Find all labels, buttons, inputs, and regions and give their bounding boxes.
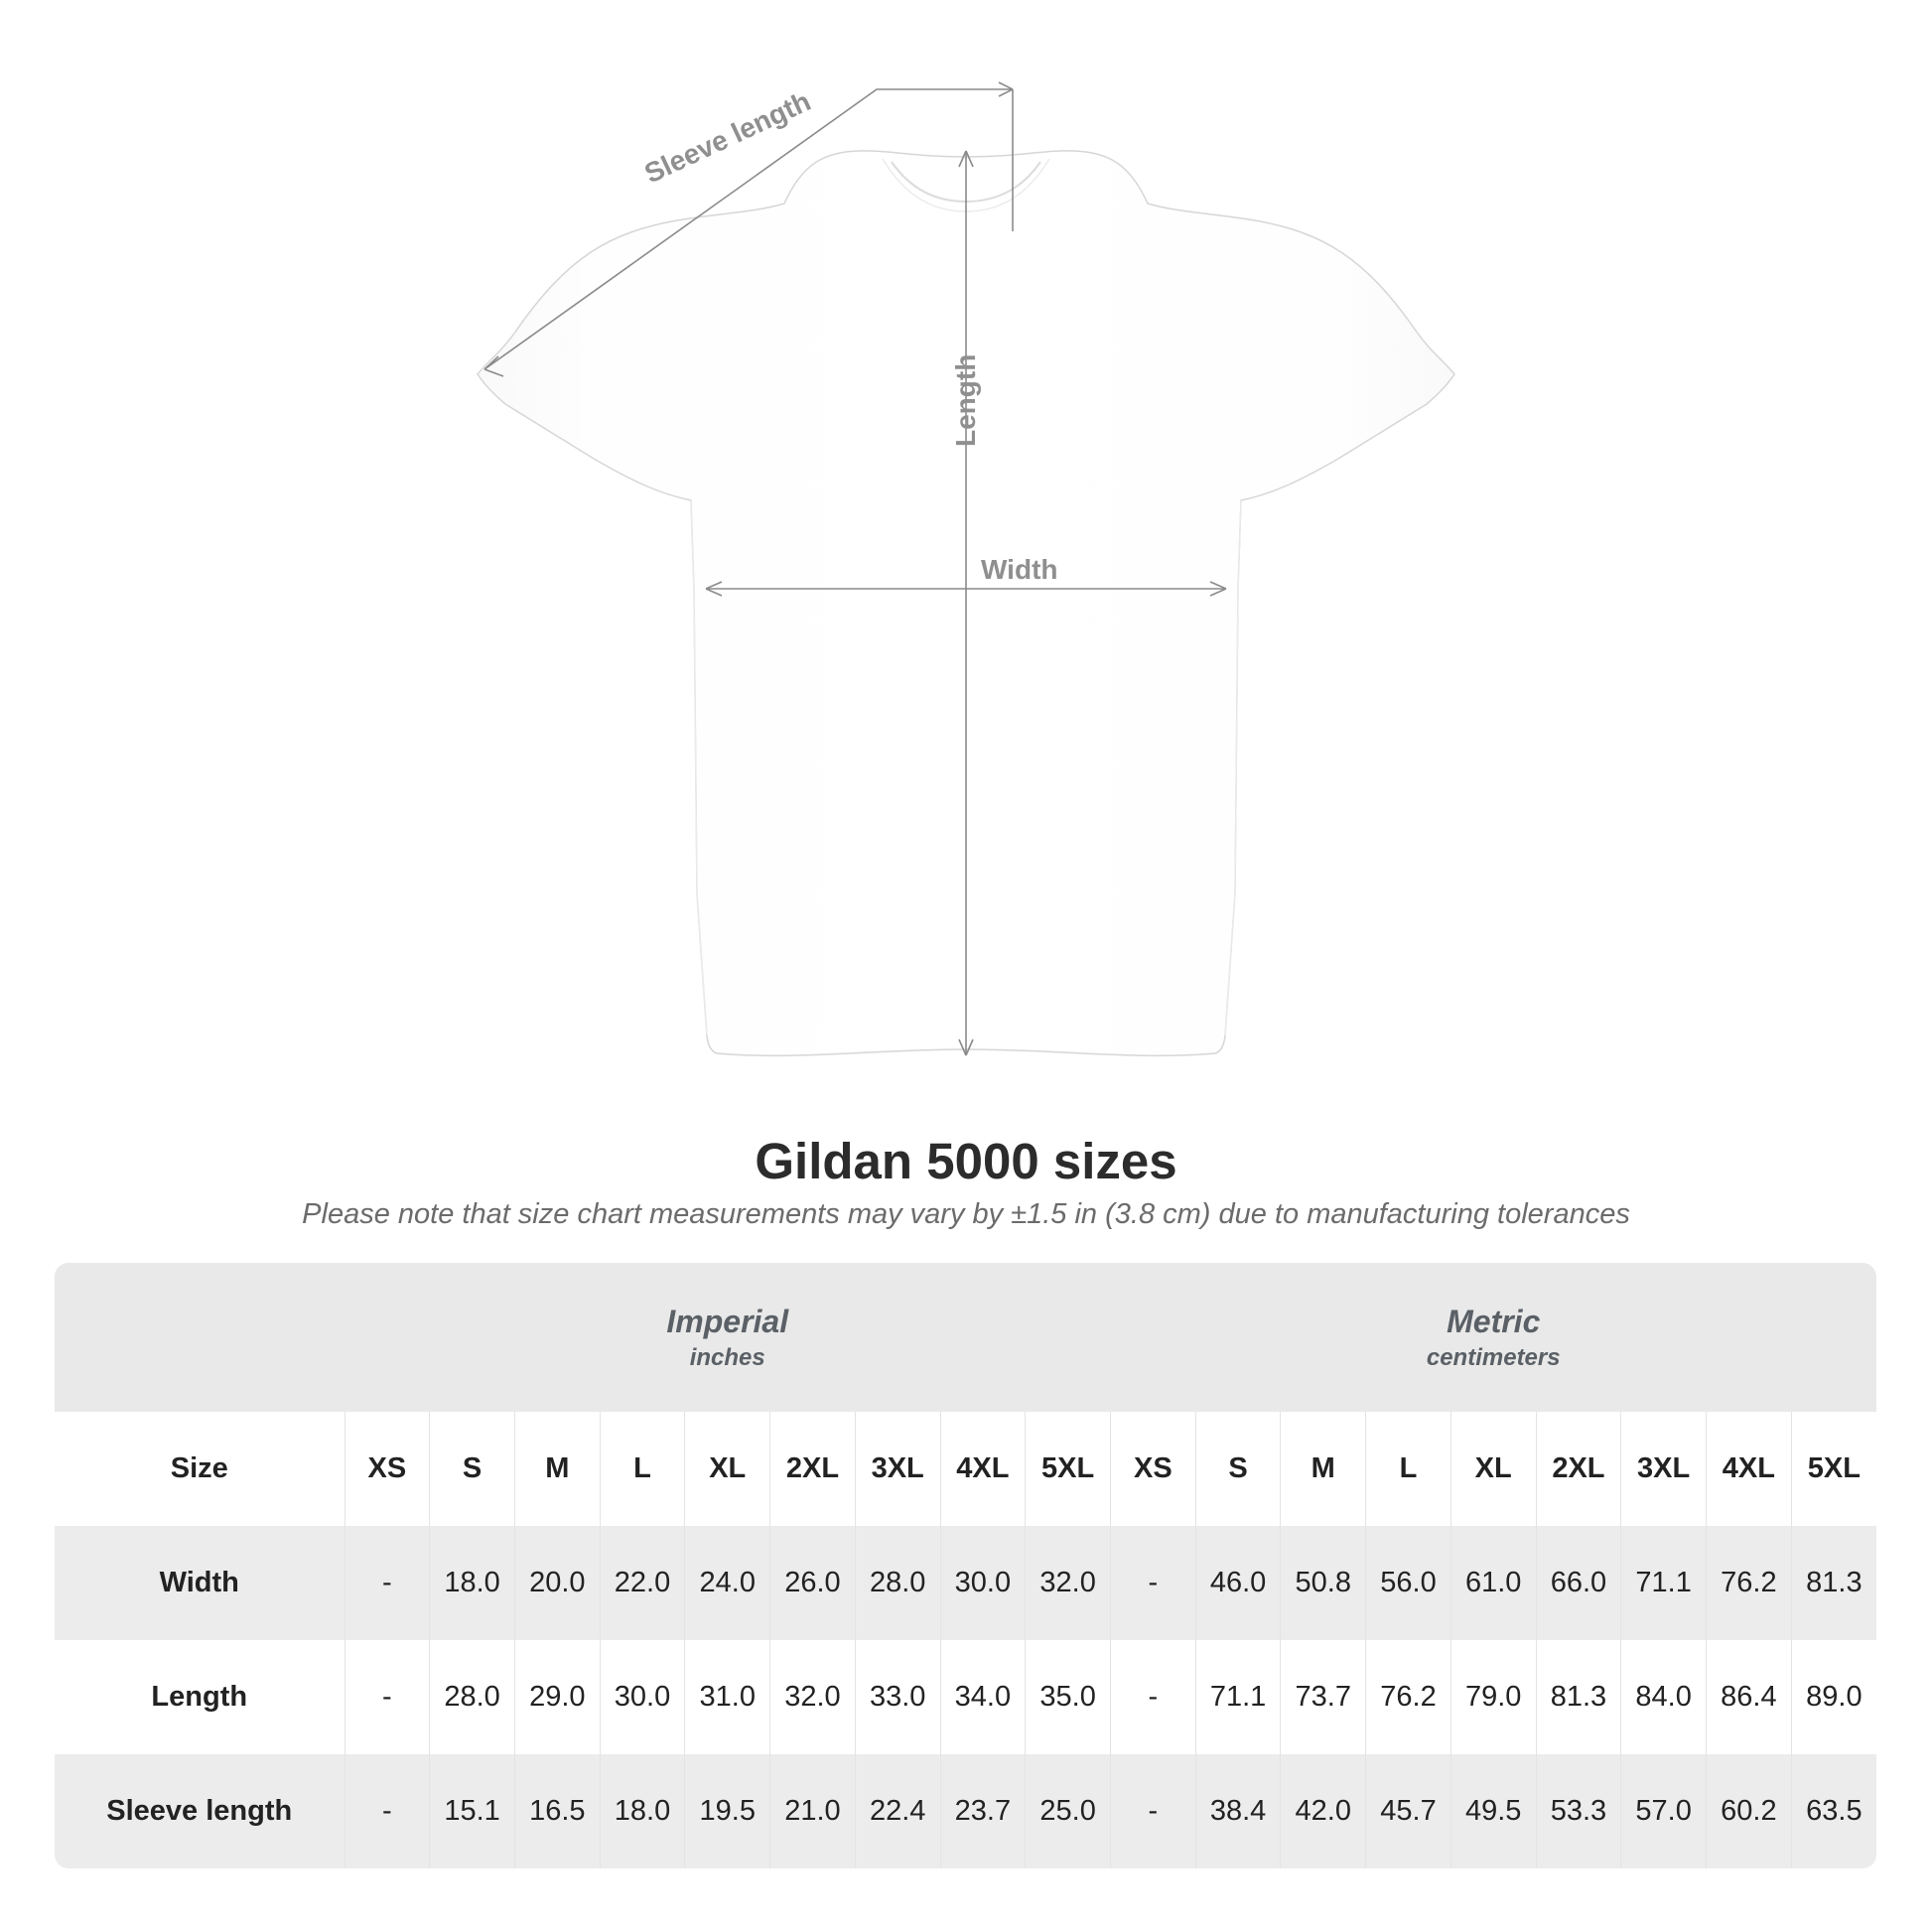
svg-text:Length: Length xyxy=(950,354,981,447)
svg-text:Sleeve length: Sleeve length xyxy=(639,85,815,189)
svg-text:Width: Width xyxy=(981,554,1058,585)
